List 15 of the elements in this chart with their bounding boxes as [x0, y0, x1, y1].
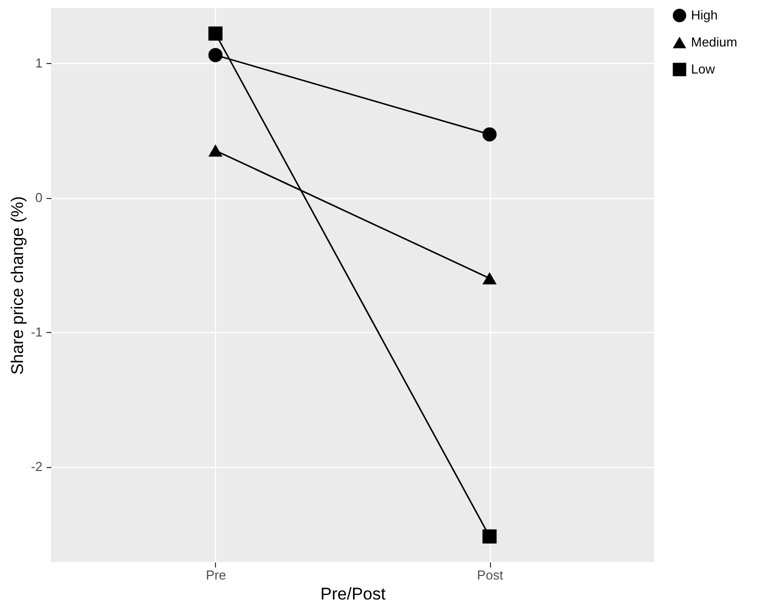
y-tick-label: 1 — [35, 56, 42, 71]
y-tick-label: -2 — [30, 459, 42, 474]
legend-label: Low — [691, 62, 716, 76]
x-tick-label: Post — [477, 568, 504, 582]
y-axis-title: Share price change (%) — [8, 196, 27, 375]
y-tick-label: 0 — [35, 190, 42, 206]
point — [208, 48, 223, 62]
legend-label: Medium — [691, 34, 738, 50]
y-tick-label: -1 — [30, 324, 42, 340]
legend-label: High — [691, 8, 718, 22]
x-axis-title: Pre/Post — [320, 584, 386, 604]
point — [482, 529, 497, 544]
point — [482, 127, 497, 142]
x-tick-label: Pre — [206, 568, 226, 582]
point — [208, 26, 223, 41]
